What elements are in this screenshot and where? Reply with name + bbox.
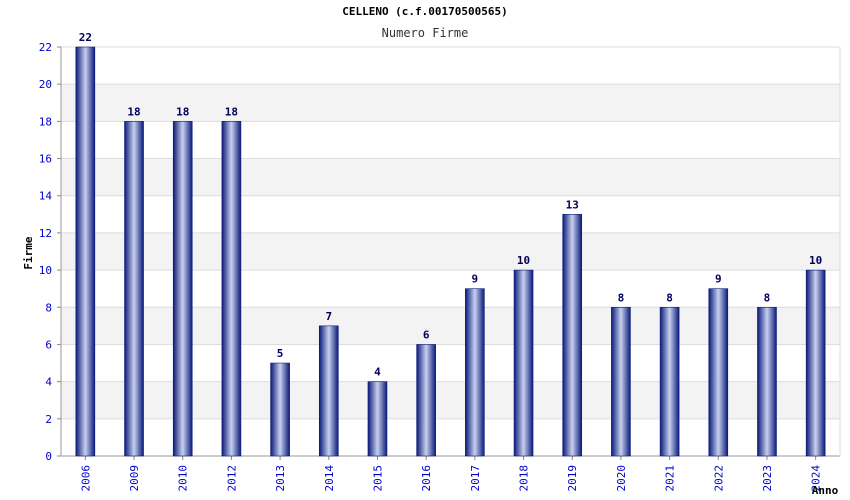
bar-2020 [611,306,631,457]
y-tick-label: 20 [39,78,52,91]
x-tick-label-2023: 2023 [761,465,774,492]
chart-title: CELLENO (c.f.00170500565) [342,5,508,18]
x-tick-label-2014: 2014 [323,465,336,492]
x-tick-labels: 2006 2009 2010 2012 2013 2014 2015 2016 2017 2018… [79,465,822,492]
bar-2018 [513,269,534,457]
y-tick-label: 2 [45,413,52,426]
bar-2019 [562,214,583,457]
bars [75,46,826,457]
value-label-2015: 4 [374,366,381,379]
x-tick-label-2020: 2020 [615,465,628,492]
value-labels: 22 18 18 18 5 7 4 6 9 10 13 8 8 9 8 10 [79,31,823,379]
y-tick-label: 6 [45,338,52,351]
x-tick-label-2009: 2009 [128,465,141,492]
bar-2023 [757,306,777,457]
value-label-2017: 9 [472,273,479,286]
value-label-2021: 8 [666,291,673,304]
x-tick-label-2019: 2019 [566,465,579,492]
x-tick-label-2013: 2013 [274,465,287,492]
bar-2022 [708,288,729,457]
bar-2006 [75,46,96,457]
value-label-2018: 10 [517,254,530,267]
value-label-2006: 22 [79,31,92,44]
value-label-2012: 18 [225,105,238,118]
value-label-2010: 18 [176,105,189,118]
x-tick-label-2006: 2006 [79,465,92,492]
y-tick-label: 0 [45,450,52,463]
y-tick-label: 22 [39,41,52,54]
y-tick-labels: 0 2 4 6 8 10 12 14 16 18 20 22 [39,41,53,463]
x-tick-label-2024: 2024 [810,465,823,492]
value-label-2014: 7 [325,310,332,323]
value-label-2013: 5 [277,347,284,360]
x-tick-label-2015: 2015 [371,465,384,492]
bar-2024 [805,269,826,457]
bar-2017 [465,288,485,457]
x-tick-label-2022: 2022 [712,465,725,492]
x-tick-label-2012: 2012 [225,465,238,492]
value-label-2024: 10 [809,254,822,267]
y-tick-label: 18 [39,115,52,128]
y-tick-label: 12 [39,227,52,240]
bar-2021 [659,306,680,457]
bar-2015 [367,381,388,457]
value-label-2020: 8 [618,291,625,304]
y-tick-label: 8 [45,301,52,314]
value-label-2022: 9 [715,273,722,286]
x-tick-label-2016: 2016 [420,465,433,492]
bar-2014 [318,325,339,457]
x-tick-label-2018: 2018 [518,465,531,492]
x-tick-label-2021: 2021 [664,465,677,492]
y-tick-label: 10 [39,264,52,277]
bar-2013 [270,362,290,457]
value-label-2016: 6 [423,328,430,341]
bar-2009 [124,121,144,457]
x-axis-label: Anno [812,484,839,497]
value-label-2023: 8 [764,291,771,304]
y-tick-label: 16 [39,153,52,166]
value-label-2009: 18 [127,105,140,118]
bar-2012 [221,121,242,457]
x-tick-label-2017: 2017 [469,465,482,492]
bar-2016 [416,344,436,457]
x-tick-label-2010: 2010 [177,465,190,492]
bar-2010 [172,121,193,457]
value-label-2019: 13 [566,198,579,211]
plot-band [61,84,840,122]
y-axis-label: Firme [22,236,35,269]
y-tick-label: 14 [39,190,53,203]
chart-subtitle: Numero Firme [381,26,469,40]
y-tick-label: 4 [45,376,52,389]
